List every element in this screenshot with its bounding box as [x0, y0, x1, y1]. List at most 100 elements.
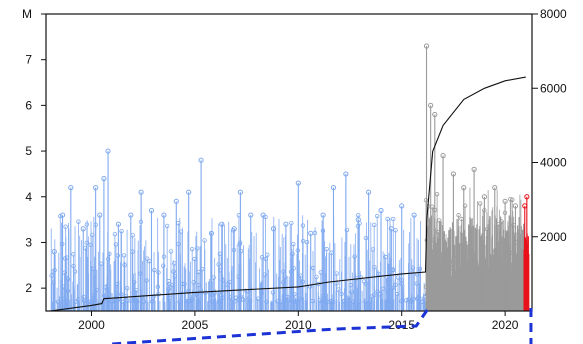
magnitude-point-29 [355, 217, 361, 223]
stem-marker [177, 299, 182, 305]
magnitude-point-35 [423, 43, 430, 49]
magnitude-point-42 [481, 194, 488, 200]
stem-texture [49, 187, 530, 311]
magnitude-point-32 [388, 226, 394, 232]
stem-marker [391, 216, 396, 222]
stem-marker [270, 290, 276, 295]
stem-marker [121, 253, 127, 258]
x-tick-label: 2010 [285, 318, 312, 332]
stem-marker [194, 292, 199, 298]
stem-marker [220, 278, 226, 283]
magnitude-point-12 [161, 212, 167, 218]
stem-marker [88, 242, 93, 248]
stem-marker [385, 216, 390, 222]
magnitude-point-37 [432, 111, 438, 118]
stem-marker [84, 222, 90, 227]
stem-marker [202, 238, 207, 243]
stem-marker [286, 298, 291, 303]
y-right-tick-label: 2000 [540, 230, 567, 244]
y-right-tick-label: 8000 [540, 7, 567, 21]
magnitude-point-24 [295, 180, 301, 186]
magnitude-point-16 [208, 230, 215, 236]
magnitude-point-43 [492, 185, 498, 191]
magnitude-point-17 [219, 221, 225, 227]
stem-marker [81, 298, 87, 303]
stem-marker [393, 228, 398, 233]
x-tick-label: 2015 [388, 318, 415, 332]
stem-marker [120, 299, 126, 304]
magnitude-point-15 [198, 157, 204, 163]
magnitude-point-33 [399, 203, 405, 209]
magnitude-point-31 [378, 207, 384, 214]
cumulative-count-line [50, 76, 526, 311]
magnitude-point-28 [343, 171, 349, 177]
magnitude-point-1 [59, 212, 66, 218]
magnitude-point-14 [186, 189, 192, 195]
stem-marker [192, 256, 197, 262]
stem-marker [76, 219, 81, 224]
stem-marker [375, 289, 380, 294]
stem-marker [281, 269, 286, 274]
magnitude-point-21 [260, 212, 266, 218]
axes: 2000 2005 2010 2015 2020 2 3 4 5 6 7 M 2000 4000 6000 8… [22, 7, 567, 332]
stem-marker [304, 239, 310, 245]
magnitude-point-40 [461, 185, 467, 191]
stem-marker [259, 255, 265, 260]
stem-marker [358, 275, 363, 280]
magnitude-stems [49, 43, 530, 311]
stem-marker [328, 298, 333, 304]
x-tick-label: 2000 [78, 318, 105, 332]
stem-marker [164, 223, 170, 229]
magnitude-point-25 [308, 230, 314, 236]
magnitude-point-6 [101, 175, 107, 182]
stem-marker [200, 267, 205, 272]
stem-marker [275, 299, 280, 304]
stem-marker [156, 270, 161, 275]
magnitude-point-26 [320, 212, 326, 218]
stem-marker [119, 228, 124, 234]
stem-marker [237, 294, 242, 300]
stem-marker [477, 201, 483, 206]
magnitude-point-38 [440, 153, 446, 159]
magnitude-point-36 [428, 102, 434, 108]
stem-marker [61, 284, 66, 289]
y-right-tick-label: 4000 [540, 156, 567, 170]
magnitude-point-23 [283, 221, 289, 227]
magnitude-point-4 [93, 185, 99, 191]
magnitude-point-34 [411, 212, 417, 218]
magnitude-point-30 [366, 189, 372, 195]
stem-marker [65, 277, 71, 282]
stem-marker [456, 213, 461, 218]
cumulative-count-line-group [50, 76, 526, 311]
stem-marker [139, 294, 145, 300]
stem-marker [291, 266, 296, 271]
magnitude-point-10 [138, 189, 144, 195]
stem-marker [216, 262, 221, 267]
stem-marker [152, 267, 157, 273]
stem-marker [363, 235, 369, 241]
stem-marker [310, 265, 316, 271]
stem-marker [352, 254, 357, 259]
stem-marker [370, 247, 376, 252]
magnitude-point-3 [80, 226, 86, 232]
stem-marker [189, 246, 195, 252]
stem-marker [191, 280, 196, 285]
stem-marker [109, 299, 114, 305]
magnitude-point-8 [115, 221, 121, 227]
magnitude-point-20 [248, 212, 254, 218]
stem-marker [415, 296, 420, 301]
stem-marker [395, 275, 401, 280]
stem-marker [134, 299, 140, 304]
stem-marker [203, 290, 208, 296]
x-tick-label: 2020 [492, 318, 519, 332]
magnitude-point-39 [450, 171, 457, 177]
stem-marker [356, 212, 361, 218]
stem-marker [51, 280, 56, 285]
stem-marker [383, 254, 388, 260]
stem-marker [371, 292, 377, 298]
stem-marker [386, 277, 391, 283]
stem-marker [390, 285, 395, 291]
magnitude-point-9 [128, 212, 134, 218]
stem-marker [344, 227, 350, 233]
zoom-connector [112, 307, 533, 344]
